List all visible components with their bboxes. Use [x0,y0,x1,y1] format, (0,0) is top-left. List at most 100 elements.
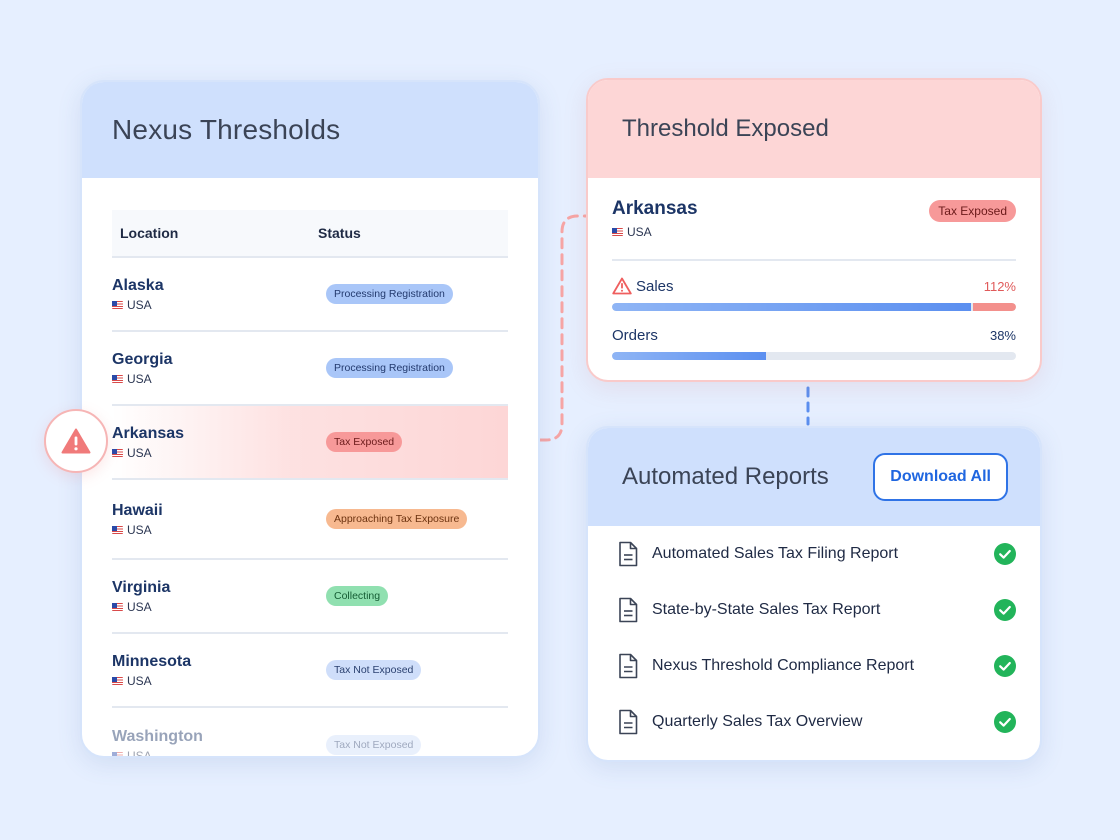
country-label: USA [127,600,152,614]
location-cell: Arkansas USA [112,424,326,460]
status-badge: Collecting [326,586,389,606]
nexus-header: Nexus Thresholds [82,82,538,178]
orders-progress-bar [612,352,1016,360]
status-badge: Processing Registration [326,284,453,304]
check-circle-icon [994,655,1016,677]
warning-triangle-icon [61,428,91,454]
location-name: Minnesota [112,653,192,670]
us-flag-icon [112,603,123,611]
table-row[interactable]: Georgia USA Processing Registration [112,332,508,406]
status-badge: Tax Not Exposed [326,660,422,680]
location-country: USA [112,600,326,614]
list-item[interactable]: Nexus Threshold Compliance Report [618,638,1016,694]
report-name: State-by-State Sales Tax Report [652,601,881,618]
location-cell: Virginia USA [112,578,326,614]
sales-metric: Sales 112% [612,277,1016,311]
status-badge: Tax Exposed [929,200,1016,222]
sales-overflow-fill [972,303,1016,311]
status-badge: Processing Registration [326,358,453,378]
table-row[interactable]: Hawaii USA Approaching Tax Exposure [112,480,508,560]
location-name: Virginia [112,579,171,596]
country-label: USA [127,298,152,312]
download-all-button[interactable]: Download All [873,453,1008,501]
automated-reports-title: Automated Reports [622,463,829,490]
table-row[interactable]: Minnesota USA Tax Not Exposed [112,634,508,708]
divider [612,259,1016,261]
location-cell: Hawaii USA [112,501,326,537]
sales-progress-bar [612,303,1016,311]
list-item[interactable]: State-by-State Sales Tax Report [618,582,1016,638]
us-flag-icon [112,677,123,685]
nexus-thresholds-card: Nexus Thresholds Location Status Alaska … [80,80,540,758]
exposed-location-country: USA [612,225,698,239]
check-circle-icon [994,543,1016,565]
location-name: Arkansas [112,425,185,442]
sales-label: Sales [636,277,674,295]
orders-progress-fill [612,352,766,360]
threshold-exposed-header: Threshold Exposed [588,80,1040,178]
country-label: USA [127,674,152,688]
check-circle-icon [994,599,1016,621]
nexus-table: Location Status Alaska USA Processing Re… [112,210,508,758]
us-flag-icon [112,301,123,309]
sales-label-group: Sales [612,277,674,295]
exposed-location: Arkansas USA [612,198,698,239]
exposed-location-row: Arkansas USA Tax Exposed [612,198,1016,239]
status-badge: Approaching Tax Exposure [326,509,468,529]
table-row-highlighted[interactable]: Arkansas USA Tax Exposed [112,406,508,480]
sales-value: 112% [983,278,1016,294]
threshold-exposed-card: Threshold Exposed Arkansas USA Tax Expos… [586,78,1042,382]
country-label: USA [627,225,652,239]
list-item[interactable]: Automated Sales Tax Filing Report [618,526,1016,582]
sales-metric-row: Sales 112% [612,277,1016,295]
report-list: Automated Sales Tax Filing Report State-… [588,526,1040,750]
location-name: Alaska [112,277,164,294]
location-country: USA [112,674,326,688]
list-item[interactable]: Quarterly Sales Tax Overview [618,694,1016,750]
table-header: Location Status [112,210,508,258]
threshold-exposed-body: Arkansas USA Tax Exposed Sales 112% [612,198,1016,360]
us-flag-icon [112,449,123,457]
location-country: USA [112,446,326,460]
table-row[interactable]: Washington USA Tax Not Exposed [112,708,508,758]
warning-triangle-icon [612,277,632,295]
report-name: Quarterly Sales Tax Overview [652,713,863,730]
us-flag-icon [612,228,623,236]
sales-progress-fill [612,303,972,311]
location-cell: Minnesota USA [112,652,326,688]
orders-metric-row: Orders 38% [612,327,1016,344]
location-country: USA [112,372,326,386]
report-item-left: Quarterly Sales Tax Overview [618,709,862,735]
report-item-left: State-by-State Sales Tax Report [618,597,880,623]
location-name: Washington [112,728,203,745]
country-label: USA [127,372,152,386]
orders-metric: Orders 38% [612,327,1016,360]
report-name: Automated Sales Tax Filing Report [652,545,899,562]
us-flag-icon [112,375,123,383]
column-header-location[interactable]: Location [120,225,179,241]
location-country: USA [112,749,326,758]
location-name: Hawaii [112,502,163,519]
country-label: USA [127,749,152,758]
document-icon [619,709,638,735]
nexus-title: Nexus Thresholds [112,114,341,145]
status-badge: Tax Not Exposed [326,735,422,755]
country-label: USA [127,446,152,460]
automated-reports-card: Automated Reports Download All Automated… [586,426,1042,762]
orders-label: Orders [612,327,658,344]
threshold-exposed-title: Threshold Exposed [622,115,829,142]
table-row[interactable]: Alaska USA Processing Registration [112,258,508,332]
location-country: USA [112,523,326,537]
location-cell: Alaska USA [112,276,326,312]
automated-reports-header: Automated Reports Download All [588,428,1040,526]
warning-marker[interactable] [44,409,108,473]
location-cell: Washington USA [112,727,326,758]
column-header-status[interactable]: Status [318,225,361,241]
report-item-left: Automated Sales Tax Filing Report [618,541,898,567]
table-row[interactable]: Virginia USA Collecting [112,560,508,634]
country-label: USA [127,523,152,537]
us-flag-icon [112,752,123,756]
report-item-left: Nexus Threshold Compliance Report [618,653,914,679]
location-name: Georgia [112,351,173,368]
